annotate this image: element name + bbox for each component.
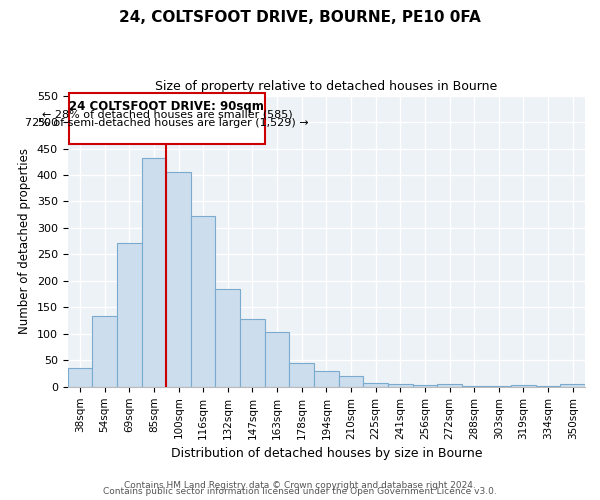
Text: ← 28% of detached houses are smaller (585): ← 28% of detached houses are smaller (58…	[41, 110, 292, 120]
Bar	[338, 376, 363, 387]
Bar	[511, 385, 536, 387]
Bar	[314, 371, 338, 387]
Bar	[117, 243, 142, 387]
X-axis label: Distribution of detached houses by size in Bourne: Distribution of detached houses by size …	[170, 447, 482, 460]
Bar	[560, 384, 585, 387]
Bar	[240, 319, 265, 387]
Bar	[166, 172, 191, 387]
Y-axis label: Number of detached properties: Number of detached properties	[18, 148, 31, 334]
Bar	[68, 368, 92, 387]
Title: Size of property relative to detached houses in Bourne: Size of property relative to detached ho…	[155, 80, 497, 93]
Bar	[215, 290, 240, 387]
Text: 24, COLTSFOOT DRIVE, BOURNE, PE10 0FA: 24, COLTSFOOT DRIVE, BOURNE, PE10 0FA	[119, 10, 481, 25]
Text: 72% of semi-detached houses are larger (1,529) →: 72% of semi-detached houses are larger (…	[25, 118, 308, 128]
Bar	[289, 363, 314, 387]
Bar	[413, 385, 437, 387]
Text: Contains public sector information licensed under the Open Government Licence v3: Contains public sector information licen…	[103, 487, 497, 496]
Bar	[487, 386, 511, 387]
Bar	[265, 332, 289, 387]
Bar	[92, 316, 117, 387]
Bar	[363, 382, 388, 387]
Bar	[388, 384, 413, 387]
Bar	[142, 158, 166, 387]
FancyBboxPatch shape	[69, 93, 265, 144]
Text: Contains HM Land Registry data © Crown copyright and database right 2024.: Contains HM Land Registry data © Crown c…	[124, 481, 476, 490]
Bar	[536, 386, 560, 387]
Bar	[191, 216, 215, 387]
Bar	[437, 384, 462, 387]
Text: 24 COLTSFOOT DRIVE: 90sqm: 24 COLTSFOOT DRIVE: 90sqm	[70, 100, 264, 113]
Bar	[462, 386, 487, 387]
